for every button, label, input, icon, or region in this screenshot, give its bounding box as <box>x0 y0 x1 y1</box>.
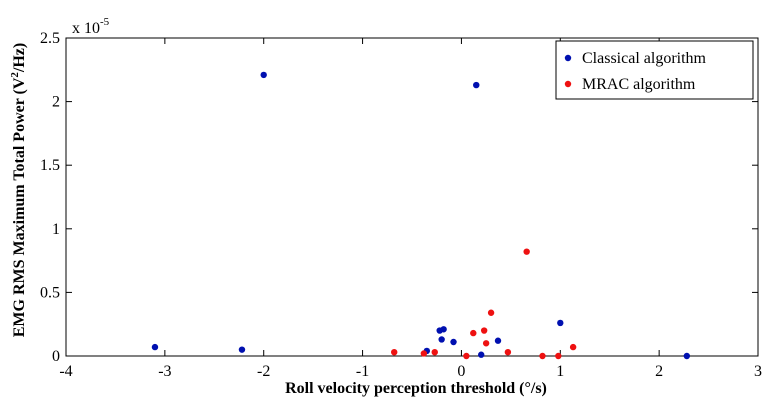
x-tick-label: -1 <box>356 363 369 380</box>
data-point-series-2 <box>504 348 512 356</box>
data-point-series-2 <box>420 350 428 357</box>
data-points <box>151 71 691 360</box>
legend-label: Classical algorithm <box>582 50 707 67</box>
y-tick-label: 2 <box>52 94 60 111</box>
data-point-series-2 <box>523 248 530 255</box>
data-point-series-2 <box>463 352 470 360</box>
legend: Classical algorithm MRAC algorithm <box>555 40 754 100</box>
legend-label: MRAC algorithm <box>582 76 696 93</box>
y-tick-label: 0.5 <box>40 284 60 301</box>
data-point-series-2 <box>555 352 562 360</box>
data-point-series-1 <box>440 326 447 333</box>
data-point-series-2 <box>470 329 477 337</box>
x-tick-label: -3 <box>158 363 171 380</box>
legend-marker <box>564 54 572 62</box>
legend-marker <box>564 80 572 88</box>
data-point-series-2 <box>487 309 495 316</box>
data-point-series-2 <box>391 348 398 356</box>
y-tick-label: 0 <box>52 348 60 365</box>
data-point-series-2 <box>539 352 546 360</box>
data-point-series-1 <box>260 71 267 79</box>
y-multiplier-label: x 10-5 <box>72 16 110 37</box>
data-point-series-1 <box>151 343 159 351</box>
x-tick-label: 0 <box>457 363 465 380</box>
y-tick-label: 2.5 <box>40 30 60 47</box>
data-point-series-1 <box>450 338 457 346</box>
data-point-series-2 <box>431 348 438 356</box>
x-tick-label: -2 <box>257 363 270 380</box>
data-point-series-1 <box>473 81 480 89</box>
legend-box <box>555 40 754 100</box>
y-tick-label: 1 <box>52 221 60 238</box>
y-tick-label: 1.5 <box>40 157 60 174</box>
data-point-series-1 <box>494 337 502 344</box>
data-point-series-1 <box>438 336 445 343</box>
data-point-series-2 <box>569 343 577 351</box>
x-tick-label: 2 <box>655 363 663 380</box>
data-point-series-1 <box>478 351 485 358</box>
x-tick-label: -4 <box>59 363 72 380</box>
plot-frame <box>65 37 759 357</box>
data-point-series-2 <box>482 340 490 347</box>
x-tick-label: 3 <box>754 363 762 380</box>
data-point-series-1 <box>683 352 691 360</box>
x-tick-label: 1 <box>556 363 564 380</box>
data-point-series-1 <box>557 319 564 327</box>
x-axis-title: Roll velocity perception threshold (°/s) <box>285 380 547 397</box>
data-point-series-1 <box>238 346 246 353</box>
axes: -4 -3 -2 -1 0 1 2 3 0 0.5 1 1.5 2 2.5 <box>40 30 762 380</box>
y-axis-title: EMG RMS Maximum Total Power (V2/Hz) <box>9 43 28 338</box>
data-point-series-2 <box>480 327 488 334</box>
